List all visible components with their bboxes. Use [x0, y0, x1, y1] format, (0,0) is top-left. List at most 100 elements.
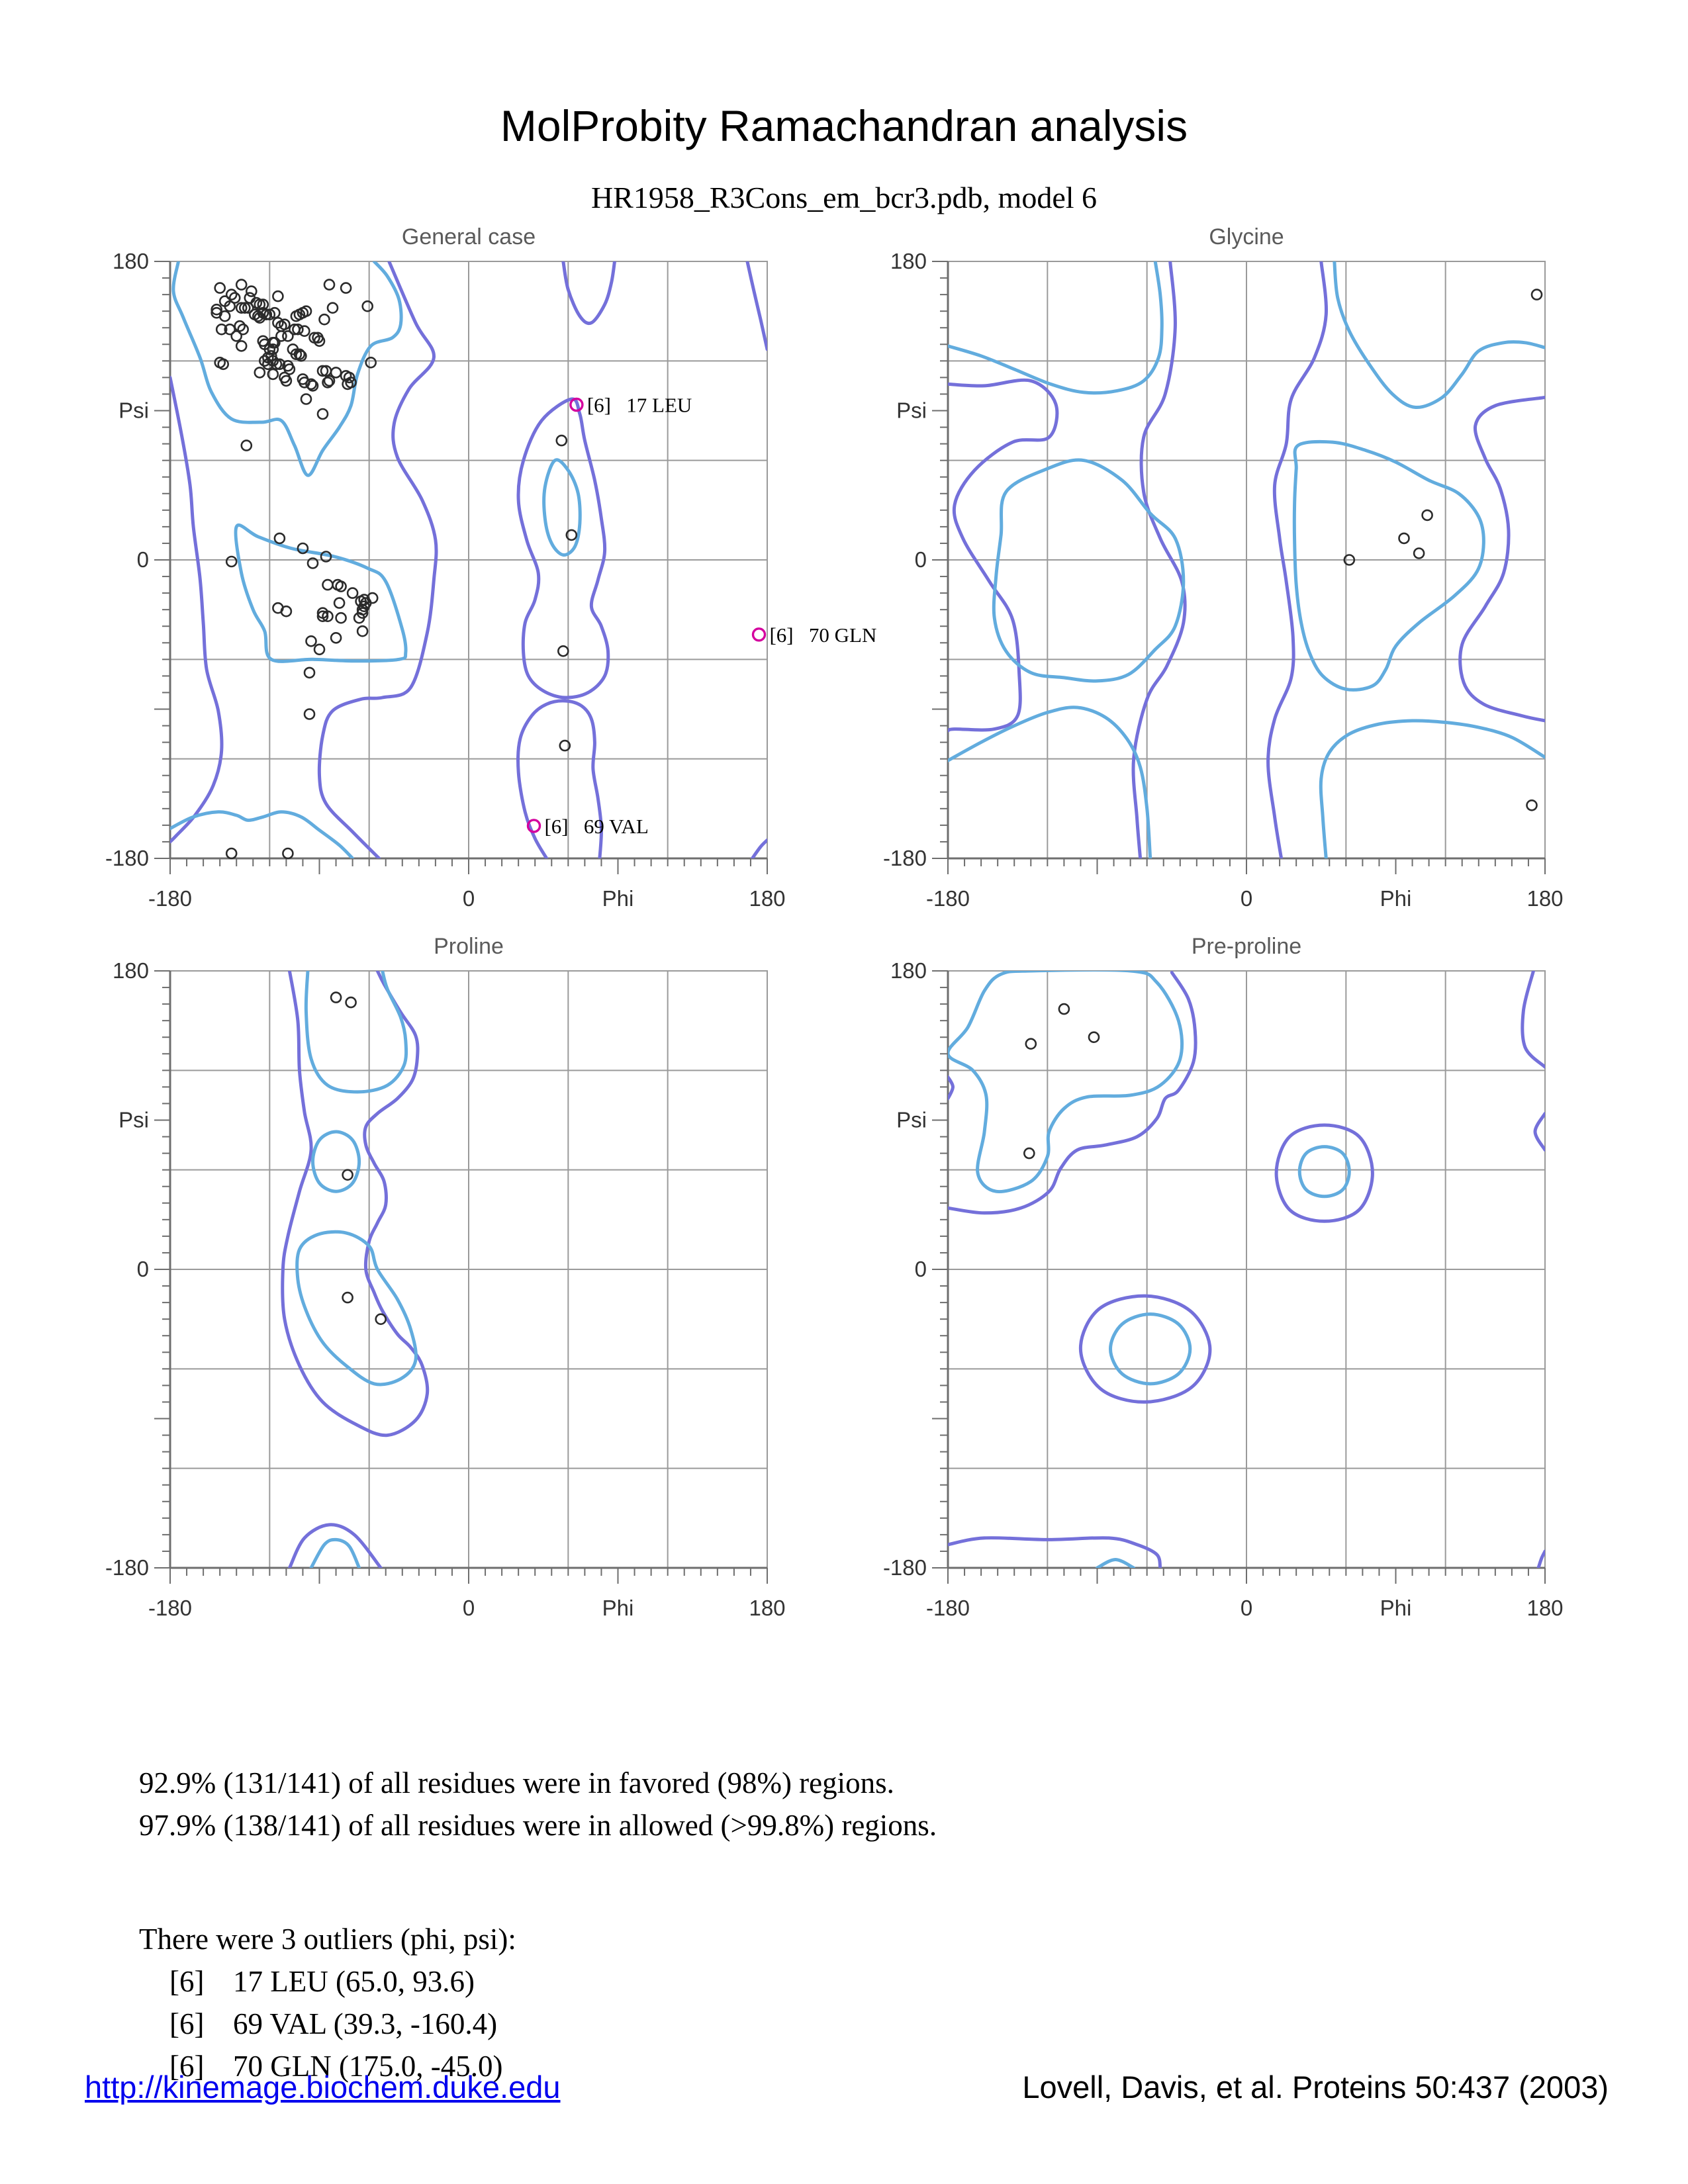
residue-point — [1023, 1147, 1035, 1160]
residue-point — [272, 316, 284, 329]
residue-point — [1025, 1038, 1037, 1050]
residue-point — [1421, 509, 1433, 522]
axis-tick-labels: 180 Psi 0 -180 -180 0 Phi 180 — [883, 249, 1564, 911]
residue-point — [263, 308, 276, 320]
plot-pre-proline: 180 Psi 0 -180 -180 0 Phi 180 Pre-proline — [872, 921, 1688, 1636]
residue-point — [340, 282, 352, 294]
favored-contour — [948, 261, 1164, 395]
y-tick-label: -180 — [883, 1555, 927, 1580]
outlier-model-number: [6] — [169, 1965, 205, 1998]
plot-title: Pre-proline — [1192, 934, 1301, 959]
residue-points — [1023, 1003, 1100, 1160]
residue-point — [267, 368, 279, 381]
x-tick-label: Phi — [1380, 886, 1412, 911]
axis-tick-labels: 180 Psi 0 -180 -180 0 Phi 180 — [883, 958, 1564, 1620]
x-tick-label: 0 — [463, 886, 475, 911]
residue-point — [240, 439, 253, 451]
residue-point — [1058, 1003, 1070, 1015]
y-tick-label: 0 — [915, 547, 927, 572]
outlier-model-number: [6] — [169, 2050, 205, 2083]
residue-point — [269, 306, 281, 319]
allowed-contour — [516, 699, 603, 858]
allowed-contour — [948, 971, 1197, 1215]
outlier-model-number: [6] — [169, 2007, 205, 2040]
favored-contour — [1297, 1145, 1351, 1199]
x-tick-label: -180 — [148, 886, 192, 911]
favored-contour — [1292, 439, 1485, 692]
y-tick-label: 0 — [137, 547, 149, 572]
y-tick-label: 180 — [113, 958, 149, 983]
favored-contour — [1108, 1312, 1192, 1386]
residue-point — [283, 363, 296, 375]
allowed-contour — [170, 375, 224, 844]
x-tick-label: Phi — [602, 886, 634, 911]
residue-point — [322, 578, 334, 591]
residue-point — [273, 358, 286, 371]
x-tick-label: 0 — [463, 1596, 475, 1620]
grid-lines — [948, 261, 1545, 858]
y-tick-label: 180 — [113, 249, 149, 273]
residue-point — [224, 300, 236, 312]
plot-glycine: 180 Psi 0 -180 -180 0 Phi 180 Glycine — [872, 212, 1688, 927]
allowed-contour — [1536, 1549, 1545, 1568]
favored-contour — [542, 458, 582, 557]
residue-point — [330, 631, 342, 644]
y-tick-label: 180 — [890, 249, 927, 273]
x-tick-label: 180 — [749, 1596, 785, 1620]
residue-point — [214, 282, 226, 294]
kinemage-link[interactable]: http://kinemage.biochem.duke.edu — [85, 2070, 561, 2105]
outlier-marker — [569, 397, 584, 412]
favored-contour — [171, 261, 403, 477]
favored-contour — [295, 1230, 418, 1387]
x-tick-label: 180 — [749, 886, 785, 911]
residue-point — [356, 607, 369, 619]
allowed-contour — [1521, 971, 1545, 1069]
citation-text: Lovell, Davis, et al. Proteins 50:437 (2… — [1022, 2070, 1609, 2105]
favored-contour — [948, 971, 1184, 1194]
residue-point — [275, 330, 287, 342]
residue-point — [225, 555, 238, 568]
residue-point — [230, 330, 242, 342]
allowed-contour — [1274, 1123, 1374, 1223]
residue-point — [244, 292, 256, 304]
allowed-contour — [1078, 1294, 1212, 1404]
allowed-contour — [317, 261, 438, 858]
x-tick-label: 180 — [1526, 1596, 1563, 1620]
plot-title: General case — [402, 224, 536, 250]
residue-point — [306, 557, 319, 569]
favored-contour — [234, 523, 408, 663]
y-tick-label: -180 — [105, 846, 149, 870]
grid-lines — [170, 261, 767, 858]
axis-tick-labels: 180 Psi 0 -180 -180 0 Phi 180 — [105, 958, 786, 1620]
residue-point — [269, 337, 281, 349]
outlier-label: [6] 70 GLN — [769, 623, 876, 647]
residue-point — [273, 532, 286, 545]
allowed-contour — [281, 971, 430, 1437]
x-tick-label: 0 — [1241, 886, 1252, 911]
stats-allowed-line: 97.9% (138/141) of all residues were in … — [139, 1809, 937, 1842]
residue-point — [330, 367, 342, 379]
favored-contour — [992, 458, 1186, 683]
residue-point — [239, 302, 251, 314]
contour-lines — [948, 261, 1545, 858]
residue-point — [224, 323, 236, 336]
residue-point — [565, 529, 578, 541]
allowed-contour — [948, 1075, 955, 1101]
outlier-marker — [751, 627, 767, 642]
residue-point — [303, 666, 316, 679]
axis-ticks — [932, 261, 1546, 874]
allowed-contour — [1458, 396, 1545, 723]
stats-favored-line: 92.9% (131/141) of all residues were in … — [139, 1766, 894, 1799]
residue-point — [297, 542, 309, 555]
residue-point — [346, 587, 359, 599]
residue-point — [235, 340, 248, 352]
residue-point — [1088, 1031, 1100, 1043]
residue-point — [305, 378, 317, 390]
model-subtitle: HR1958_R3Cons_em_bcr3.pdb, model 6 — [590, 181, 1098, 214]
residue-point — [316, 365, 329, 377]
residue-point — [323, 375, 336, 387]
residue-point — [313, 335, 326, 347]
residue-point — [300, 305, 312, 317]
residue-point — [359, 597, 372, 609]
